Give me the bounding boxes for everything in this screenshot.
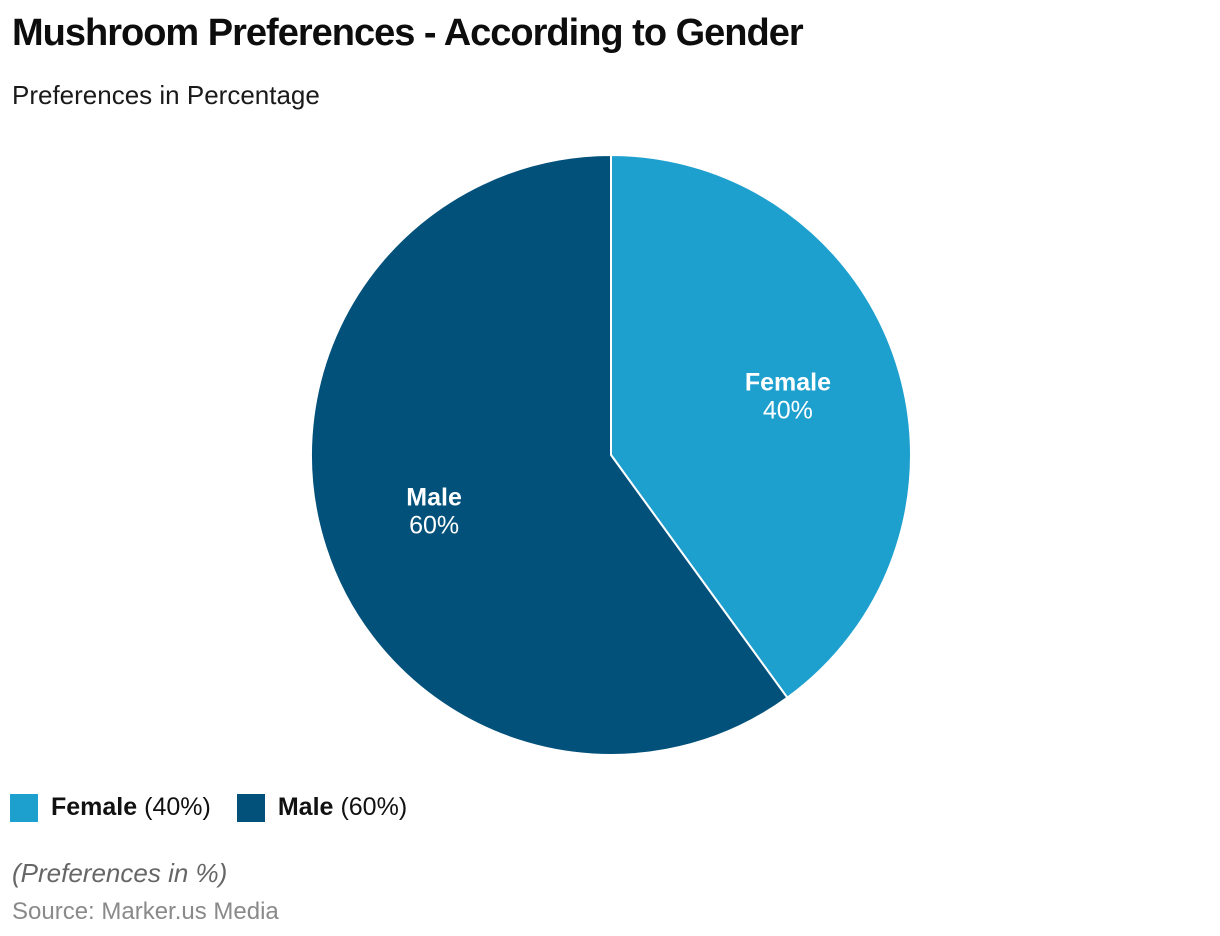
page-title: Mushroom Preferences - According to Gend… (12, 12, 804, 54)
legend-label-female: Female (51, 793, 138, 821)
legend-item-female: Female (40%) (10, 793, 211, 822)
legend-swatch-male-icon (236, 793, 265, 822)
legend-swatch-female-icon (10, 793, 38, 822)
legend-value-female: (40%) (144, 793, 211, 821)
legend: Female (40%) Male (60%) (10, 793, 433, 822)
legend-item-male: Male (60%) (236, 793, 408, 822)
slice-label-male: Male 60% (406, 484, 462, 540)
chart-subtitle: Preferences in Percentage (12, 80, 320, 110)
slice-label-female: Female 40% (745, 369, 831, 425)
pie-slice-female (610, 154, 913, 699)
source-credit: Source: Marker.us Media (12, 898, 279, 925)
legend-value-male: (60%) (340, 793, 408, 821)
footnote: (Preferences in %) (12, 858, 228, 888)
pie-slice-male (310, 154, 789, 756)
pie-chart: Female 40% Male 60% (310, 154, 913, 756)
legend-label-male: Male (277, 793, 334, 821)
